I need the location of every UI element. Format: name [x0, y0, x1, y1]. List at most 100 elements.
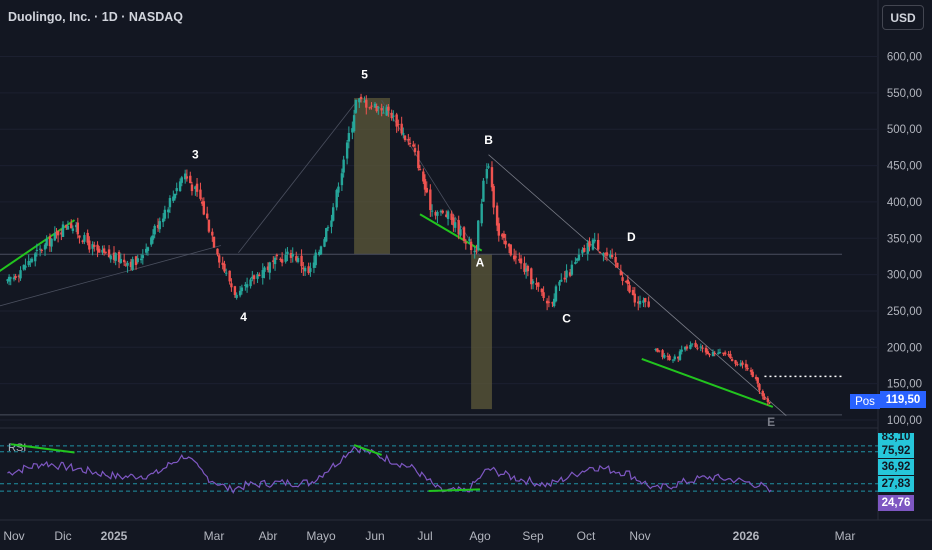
- candle-body: [119, 258, 122, 263]
- rsi-level-tag: 75,92: [878, 443, 914, 458]
- candle-body: [195, 183, 199, 192]
- candle-body: [66, 226, 70, 230]
- candle-body: [614, 256, 617, 263]
- candle-body: [387, 106, 390, 111]
- candle-body: [302, 267, 305, 270]
- x-tick-label: Ago: [469, 529, 491, 543]
- candle-body: [666, 355, 670, 357]
- candle-body: [168, 198, 172, 208]
- candle-body: [141, 255, 145, 259]
- candle-body: [430, 210, 434, 212]
- candle-body: [354, 99, 358, 113]
- candle-body: [638, 300, 642, 305]
- candle-body: [583, 247, 586, 252]
- candle-body: [418, 168, 422, 170]
- candle-body: [518, 259, 521, 261]
- candle-body: [487, 166, 490, 168]
- candle-body: [412, 144, 415, 147]
- candle-body: [307, 266, 310, 274]
- candle-body: [526, 266, 530, 272]
- x-tick-label: Mar: [835, 529, 856, 543]
- candle-body: [547, 301, 551, 303]
- candle-body: [233, 286, 237, 295]
- chart-title: Duolingo, Inc. · 1D · NASDAQ: [8, 10, 183, 24]
- candle-body: [189, 175, 192, 184]
- candle-body: [145, 248, 148, 253]
- candle-body: [284, 254, 287, 262]
- candle-body: [588, 241, 591, 247]
- candle-body: [12, 277, 16, 280]
- candle-body: [694, 342, 697, 347]
- candle-body: [256, 274, 259, 279]
- candle-body: [621, 277, 624, 281]
- candle-body: [377, 107, 380, 109]
- wave-label: 5: [361, 67, 368, 81]
- candle-body: [48, 236, 52, 247]
- candle-body: [151, 235, 155, 240]
- candle-body: [235, 294, 238, 298]
- candle-body: [200, 201, 204, 204]
- x-tick-label: Oct: [577, 529, 596, 543]
- candle-body: [699, 346, 703, 348]
- candle-body: [261, 270, 264, 278]
- candle-body: [323, 239, 326, 247]
- rsi-divergence-line: [428, 488, 481, 493]
- y-tick-label: 350,00: [887, 233, 922, 245]
- candle-body: [373, 103, 377, 108]
- candle-body: [194, 186, 197, 190]
- y-tick-label: 100,00: [887, 415, 922, 427]
- candle-body: [129, 261, 133, 268]
- candle-body: [734, 360, 737, 364]
- candle-body: [647, 301, 650, 307]
- candle-body: [245, 284, 249, 288]
- candle-body: [609, 254, 612, 258]
- candle-body: [685, 346, 689, 349]
- candle-body: [677, 356, 680, 359]
- candle-body: [29, 261, 32, 263]
- candle-body: [542, 292, 545, 298]
- candle-body: [495, 205, 499, 226]
- candle-body: [27, 261, 30, 266]
- candle-body: [280, 259, 284, 263]
- candle-body: [441, 210, 444, 213]
- support-trendline: [238, 99, 358, 254]
- candle-body: [560, 279, 563, 282]
- currency-button[interactable]: USD: [882, 5, 924, 30]
- wave-label: B: [484, 133, 493, 147]
- candle-body: [240, 287, 244, 292]
- candle-body: [78, 235, 81, 238]
- candle-body: [657, 350, 661, 352]
- candle-body: [668, 355, 671, 361]
- candle-body: [756, 377, 759, 384]
- pos-tag[interactable]: Pos: [850, 394, 880, 409]
- candle-body: [45, 239, 48, 246]
- candle-body: [150, 237, 153, 245]
- candle-body: [153, 225, 156, 235]
- wave-label: C: [562, 312, 571, 326]
- y-tick-label: 250,00: [887, 306, 922, 318]
- x-tick-label: Dic: [54, 529, 71, 543]
- candle-body: [380, 108, 383, 111]
- candle-body: [502, 233, 506, 238]
- candle-body: [637, 301, 640, 304]
- candle-body: [551, 302, 554, 304]
- candle-body: [744, 363, 748, 368]
- candle-body: [300, 255, 303, 267]
- candle-body: [696, 347, 699, 349]
- candle-body: [678, 351, 682, 360]
- wave-label: A: [476, 256, 485, 270]
- candle-body: [251, 276, 254, 279]
- candle-body: [568, 272, 572, 276]
- candle-body: [730, 359, 734, 362]
- candle-body: [363, 101, 366, 103]
- candle-body: [340, 173, 344, 186]
- candle-body: [598, 251, 602, 253]
- candle-body: [570, 264, 574, 275]
- candle-body: [185, 176, 189, 179]
- candle-body: [158, 221, 161, 230]
- candle-body: [263, 267, 266, 272]
- candle-body: [252, 275, 256, 280]
- candle-body: [91, 244, 94, 249]
- x-tick-label: Mar: [204, 529, 225, 543]
